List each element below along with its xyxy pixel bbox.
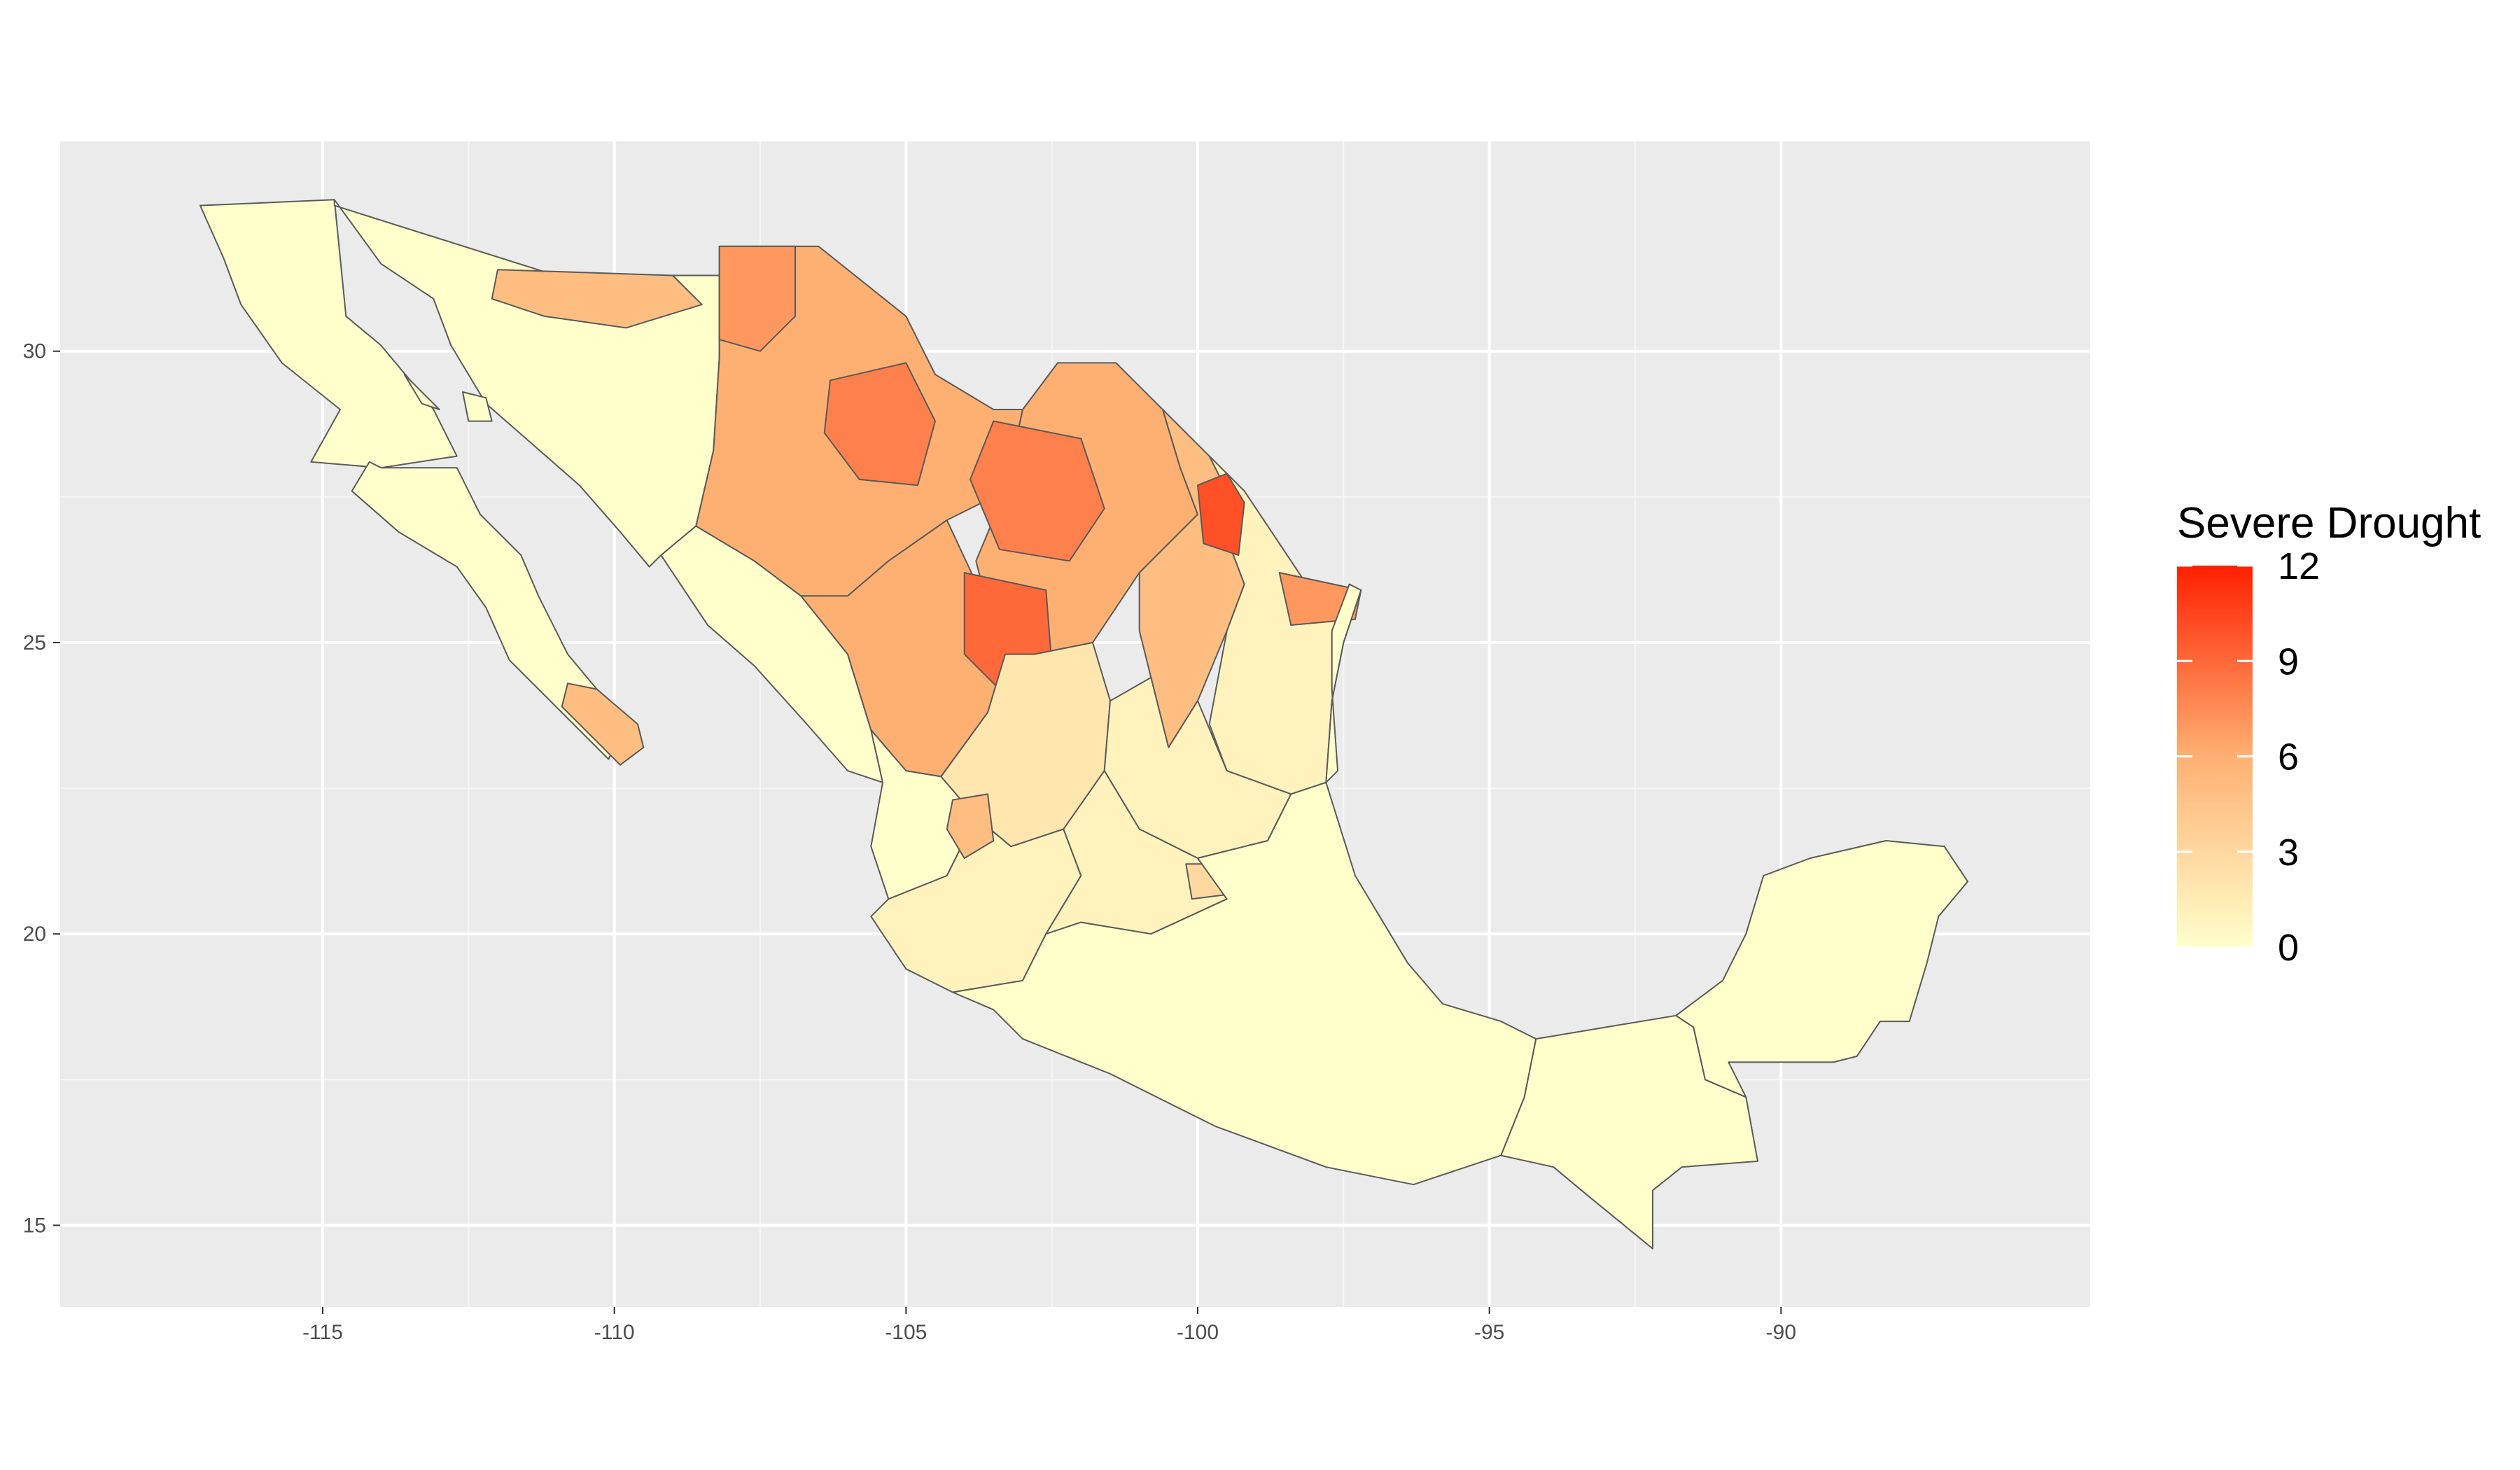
- region-isla-angel-de-la-guarda: [403, 374, 440, 410]
- region-yucatan-peninsula: [1675, 840, 1968, 1098]
- legend-ticks: 0 3 6 9 12: [2177, 545, 2320, 969]
- y-tick-label: 25: [23, 631, 46, 654]
- x-tick-label: -95: [1474, 1321, 1504, 1344]
- legend-title: Severe Drought: [2177, 499, 2481, 547]
- region-nuevo-laredo: [1197, 472, 1245, 556]
- x-tick-label: -115: [302, 1321, 343, 1344]
- y-tick-label: 20: [23, 923, 46, 946]
- y-tick-label: 15: [23, 1214, 46, 1237]
- legend-tick-label: 12: [2278, 545, 2320, 587]
- region-chiapas-and-tabasco: [1500, 1014, 1758, 1250]
- region-los-cabos: [561, 682, 645, 766]
- region-chihuahua-northwest: [718, 245, 796, 352]
- x-axis: -115 -110 -105 -100 -95 -90: [302, 1307, 1796, 1344]
- region-baja-california: [200, 199, 458, 469]
- region-baja-california-sur: [351, 461, 621, 760]
- region-veracruz-north: [1325, 583, 1362, 783]
- legend-tick-label: 0: [2278, 927, 2299, 969]
- y-tick-label: 30: [23, 340, 46, 363]
- region-layer: [200, 199, 1968, 1250]
- legend-tick-label: 3: [2278, 832, 2299, 874]
- region-jalisco-north: [946, 793, 995, 859]
- region-isla-tiburon: [462, 391, 493, 422]
- x-tick-label: -105: [885, 1321, 927, 1344]
- region-central-mexico: [952, 781, 1537, 1186]
- x-tick-label: -90: [1766, 1321, 1796, 1344]
- x-tick-label: -110: [594, 1321, 635, 1344]
- region-sonora-north-border: [491, 269, 703, 329]
- legend: Severe Drought 0 3 6 9 12: [2177, 499, 2481, 969]
- legend-tick-label: 9: [2278, 640, 2299, 682]
- legend-tick-label: 6: [2278, 736, 2299, 778]
- x-tick-label: -100: [1177, 1321, 1219, 1344]
- y-axis: 15 20 25 30: [23, 340, 60, 1237]
- region-coahuila-west: [969, 420, 1105, 562]
- region-chihuahua-central: [823, 362, 936, 486]
